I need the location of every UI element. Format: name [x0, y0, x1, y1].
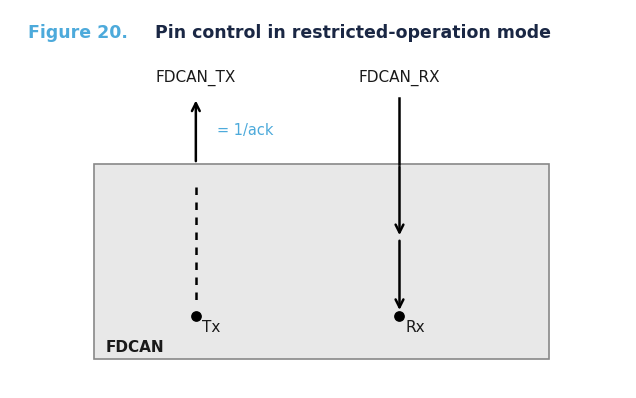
Text: Pin control in restricted-operation mode: Pin control in restricted-operation mode [149, 23, 551, 42]
Text: Figure 20.: Figure 20. [28, 23, 128, 42]
Point [191, 313, 201, 319]
Text: Tx: Tx [202, 320, 220, 335]
Text: FDCAN_TX: FDCAN_TX [156, 70, 236, 86]
Bar [94, 164, 550, 359]
Text: FDCAN: FDCAN [106, 340, 165, 355]
Text: = 1/ack: = 1/ack [217, 123, 273, 139]
Text: FDCAN_RX: FDCAN_RX [359, 70, 440, 86]
Text: Rx: Rx [406, 320, 425, 335]
Point [394, 313, 404, 319]
